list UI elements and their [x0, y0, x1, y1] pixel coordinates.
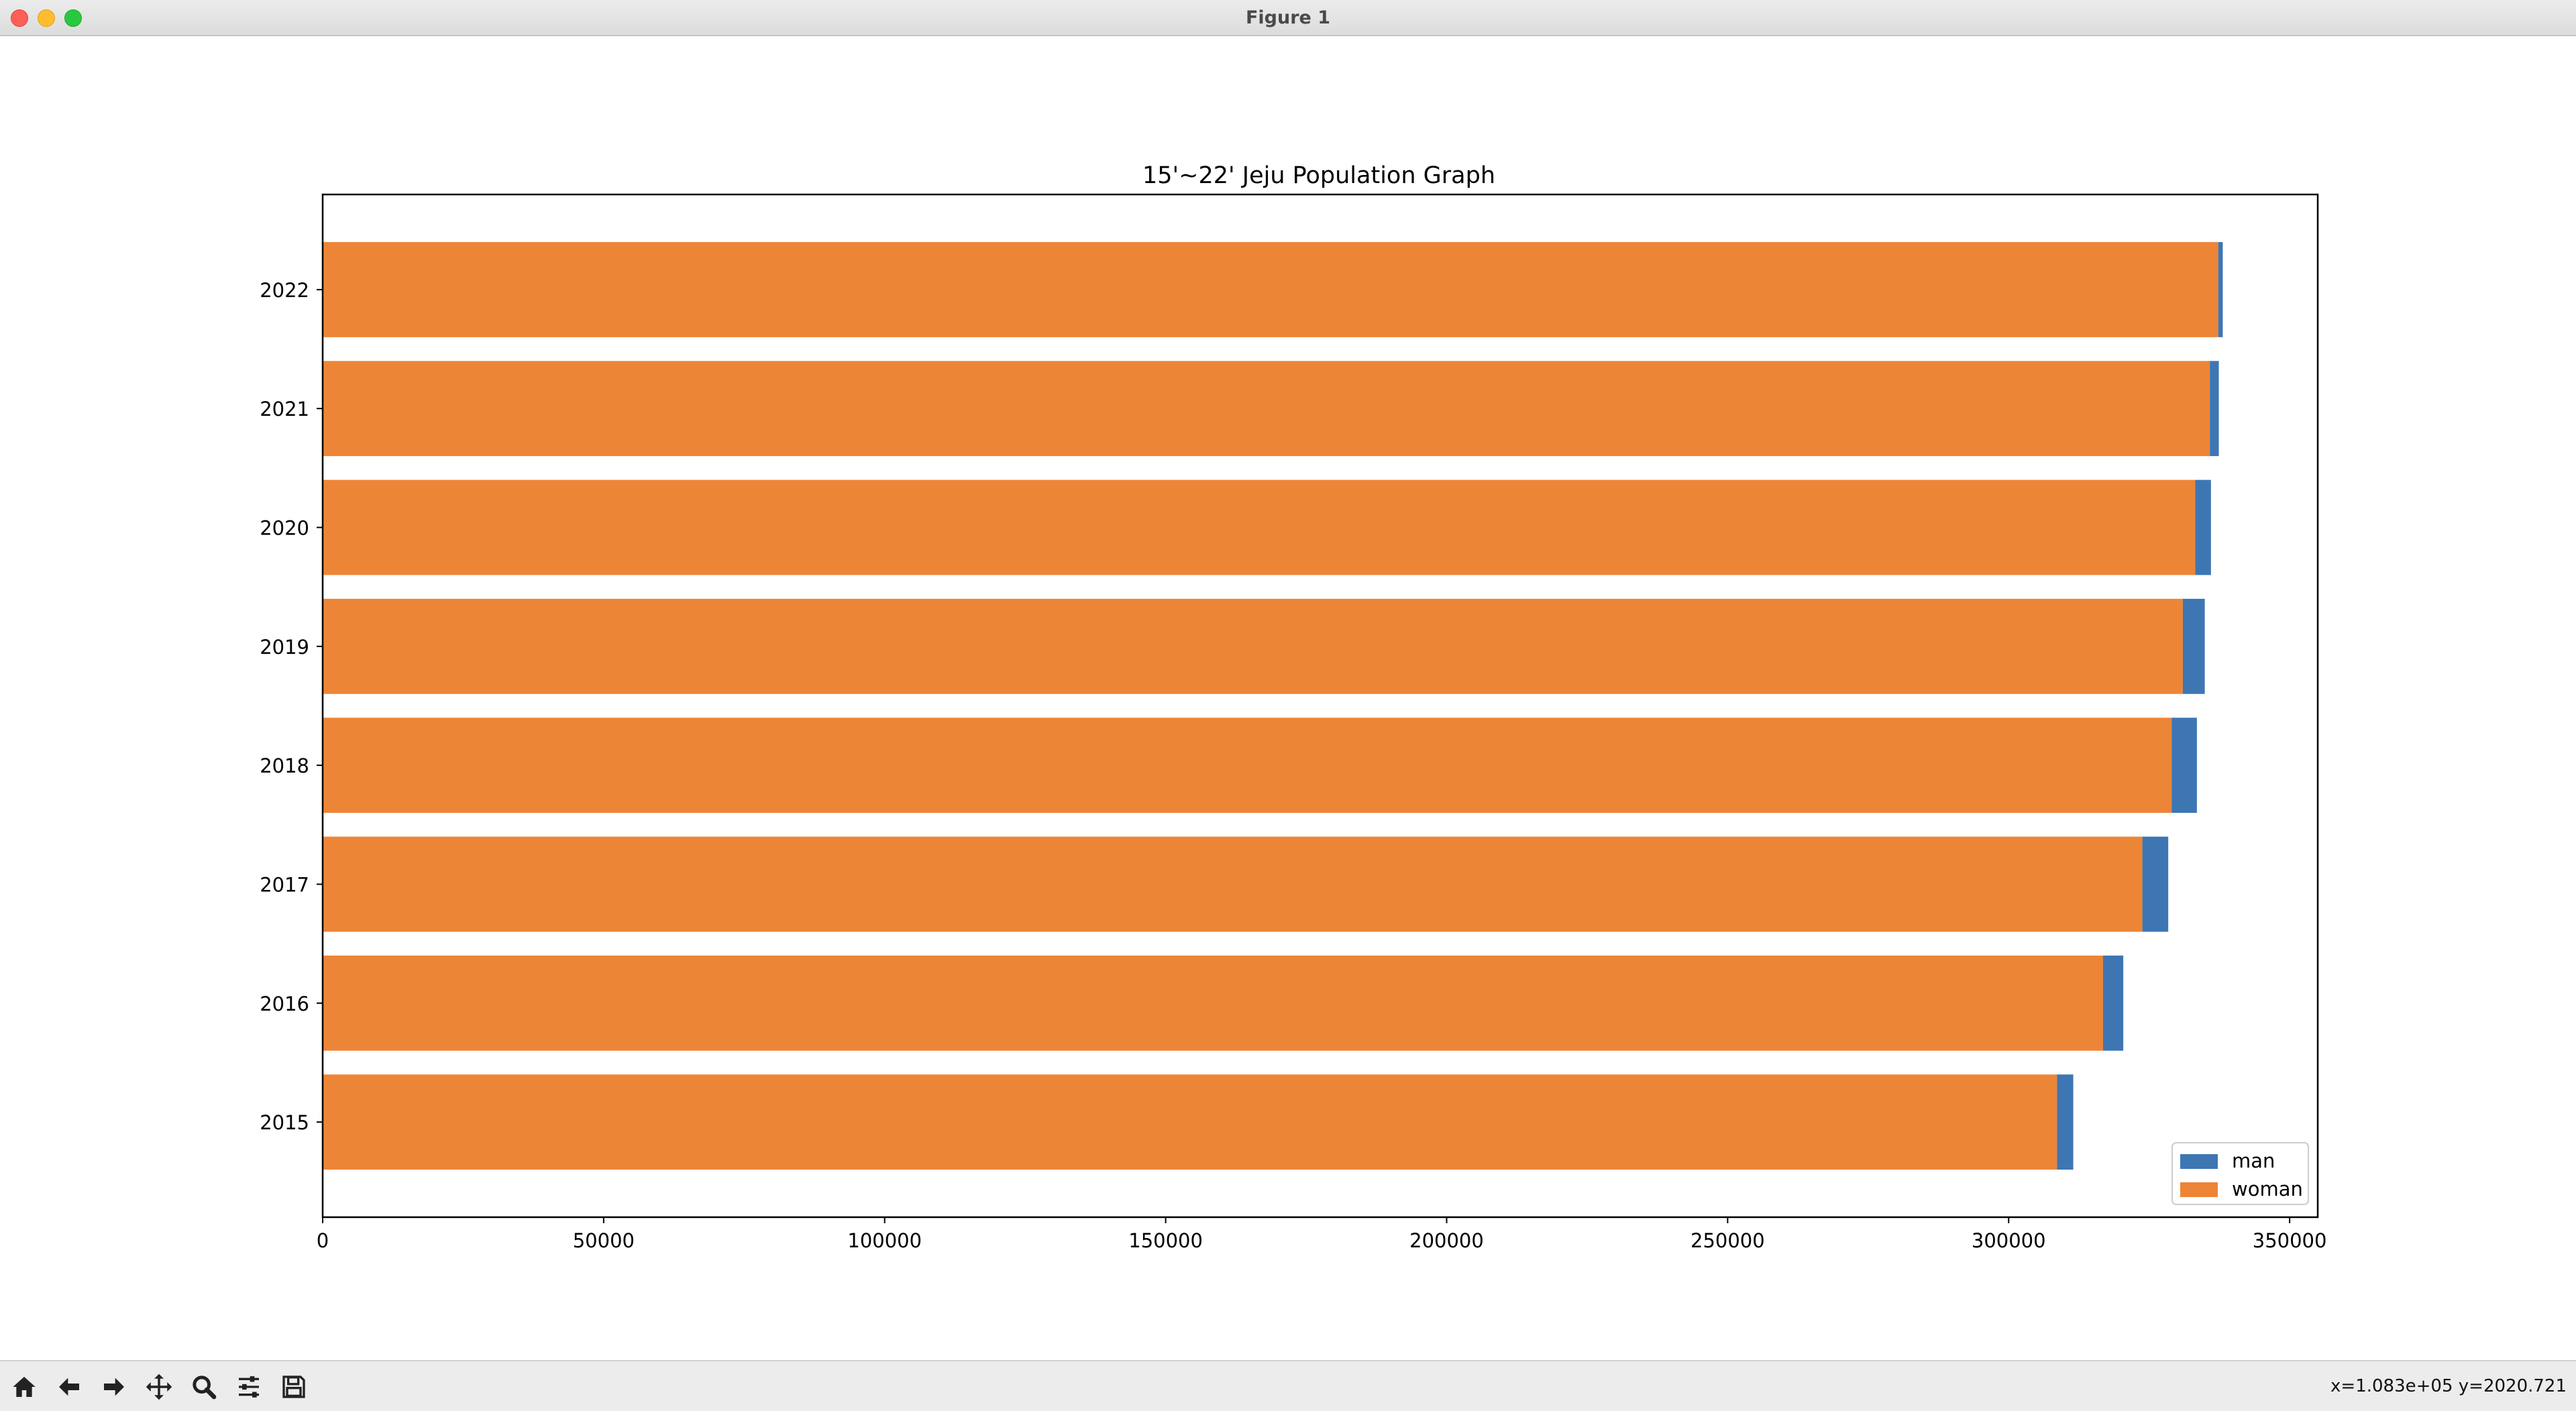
legend: man woman: [2171, 1142, 2309, 1205]
floppy-disk-icon: [282, 1375, 305, 1398]
bar-woman-2021: [323, 361, 2210, 457]
y-axis: 2015 2016 2017 2018 2019 2020 2021 2022: [260, 279, 323, 1134]
bar-woman-2015: [323, 1074, 2057, 1170]
y-tick-label: 2017: [260, 873, 309, 896]
pan-button[interactable]: [140, 1368, 178, 1406]
bar-woman-2017: [323, 836, 2143, 932]
y-tick-label: 2021: [260, 398, 309, 420]
legend-swatch-man: [2180, 1154, 2218, 1169]
legend-label-man: man: [2232, 1149, 2275, 1172]
x-tick-label: 200000: [1409, 1229, 1484, 1252]
y-tick-label: 2018: [260, 754, 309, 777]
save-button[interactable]: [275, 1368, 313, 1406]
bar-man-2017: [2142, 836, 2169, 932]
x-tick-label: 300000: [1972, 1229, 2046, 1252]
y-tick-label: 2015: [260, 1111, 309, 1134]
zoom-button[interactable]: [185, 1368, 223, 1406]
forward-button[interactable]: [95, 1368, 133, 1406]
move-icon: [146, 1373, 172, 1400]
legend-label-woman: woman: [2232, 1178, 2303, 1200]
maximize-window-button[interactable]: [64, 9, 82, 27]
window-titlebar: Figure 1: [0, 0, 2576, 36]
y-tick-label: 2020: [260, 517, 309, 540]
bars-group: [323, 241, 2223, 1170]
legend-swatch-woman: [2180, 1182, 2218, 1197]
y-tick-label: 2019: [260, 636, 309, 659]
home-button[interactable]: [5, 1368, 43, 1406]
window-title: Figure 1: [1245, 7, 1331, 28]
cursor-coordinates: x=1.083e+05 y=2020.721: [2330, 1376, 2567, 1396]
bar-woman-2016: [323, 955, 2103, 1051]
bar-man-2016: [2102, 955, 2124, 1051]
y-tick-label: 2022: [260, 279, 309, 302]
bar-woman-2018: [323, 718, 2172, 813]
configure-subplots-button[interactable]: [230, 1368, 268, 1406]
chart-canvas[interactable]: 15'~22' Jeju Population Graph 2015201620…: [0, 36, 2576, 1360]
x-axis: 0 50000 100000 150000 200000 250000 300000 3500…: [317, 1217, 2327, 1252]
x-tick-label: 0: [317, 1229, 329, 1252]
bar-man-2015: [2057, 1074, 2074, 1170]
bar-man-2018: [2171, 718, 2197, 813]
back-button[interactable]: [50, 1368, 88, 1406]
arrow-right-icon: [104, 1377, 124, 1396]
y-tick-label: 2016: [260, 993, 309, 1015]
bar-man-2022: [2218, 241, 2223, 337]
magnifier-icon: [193, 1375, 217, 1400]
navigation-toolbar: x=1.083e+05 y=2020.721: [0, 1360, 2576, 1411]
bar-man-2021: [2210, 361, 2219, 457]
close-window-button[interactable]: [11, 9, 28, 27]
x-tick-label: 150000: [1128, 1229, 1203, 1252]
bar-woman-2022: [323, 241, 2218, 337]
x-tick-label: 250000: [1690, 1229, 1765, 1252]
home-icon: [13, 1377, 36, 1397]
bar-man-2019: [2182, 598, 2205, 694]
x-tick-label: 100000: [847, 1229, 922, 1252]
bar-woman-2019: [323, 598, 2183, 694]
axes-frame: [321, 193, 2319, 1219]
arrow-left-icon: [59, 1377, 79, 1396]
bar-man-2020: [2195, 479, 2211, 575]
chart-title: 15'~22' Jeju Population Graph: [1142, 162, 1495, 189]
sliders-icon: [239, 1376, 259, 1398]
bar-woman-2020: [323, 479, 2196, 575]
x-tick-label: 50000: [573, 1229, 635, 1252]
minimize-window-button[interactable]: [38, 9, 55, 27]
x-tick-label: 350000: [2253, 1229, 2327, 1252]
